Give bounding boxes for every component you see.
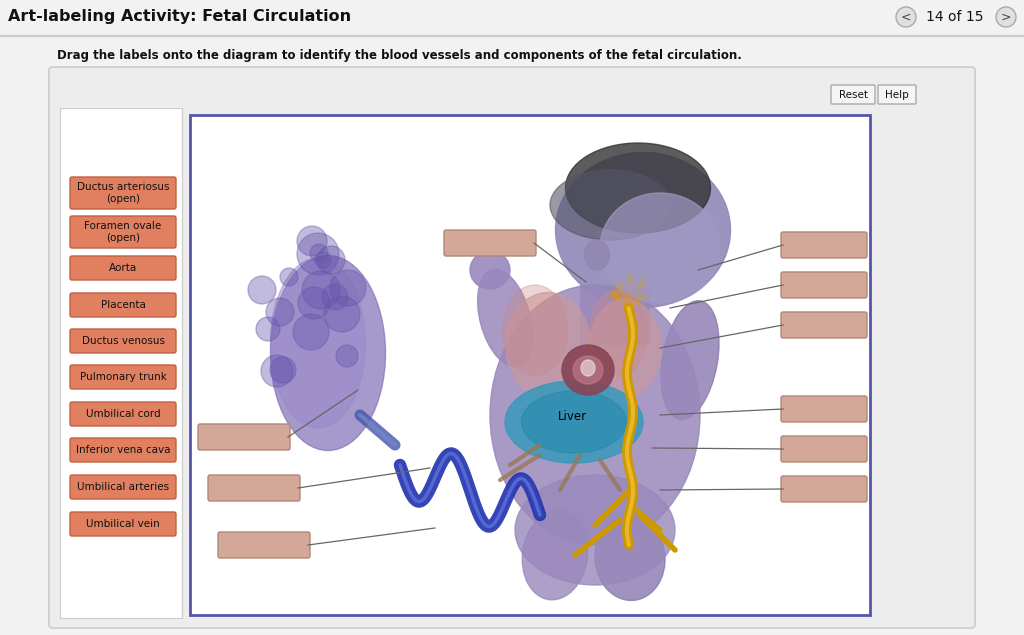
FancyBboxPatch shape	[198, 424, 290, 450]
Text: Liver: Liver	[557, 410, 587, 422]
FancyBboxPatch shape	[70, 216, 176, 248]
Text: Umbilical arteries: Umbilical arteries	[77, 482, 169, 492]
Circle shape	[280, 268, 298, 286]
Circle shape	[297, 226, 327, 256]
Ellipse shape	[581, 360, 595, 376]
FancyBboxPatch shape	[580, 285, 650, 345]
Text: Aorta: Aorta	[109, 263, 137, 273]
Circle shape	[302, 271, 340, 309]
Text: Pulmonary trunk: Pulmonary trunk	[80, 372, 167, 382]
Ellipse shape	[573, 356, 603, 384]
Text: 14 of 15: 14 of 15	[927, 10, 984, 24]
FancyBboxPatch shape	[781, 396, 867, 422]
Ellipse shape	[477, 269, 532, 367]
Ellipse shape	[565, 143, 711, 233]
Ellipse shape	[522, 510, 588, 600]
Ellipse shape	[555, 152, 730, 307]
Ellipse shape	[521, 391, 627, 453]
Ellipse shape	[589, 290, 647, 376]
Text: Help: Help	[885, 90, 909, 100]
Circle shape	[266, 298, 294, 326]
FancyBboxPatch shape	[190, 115, 870, 615]
Ellipse shape	[490, 285, 700, 545]
Ellipse shape	[595, 516, 665, 601]
Circle shape	[248, 276, 276, 304]
Ellipse shape	[600, 193, 720, 303]
Ellipse shape	[270, 258, 366, 428]
FancyBboxPatch shape	[70, 365, 176, 389]
FancyBboxPatch shape	[70, 293, 176, 317]
Ellipse shape	[562, 345, 614, 395]
Text: Umbilical cord: Umbilical cord	[86, 409, 161, 419]
Text: Umbilical vein: Umbilical vein	[86, 519, 160, 529]
FancyBboxPatch shape	[781, 476, 867, 502]
FancyBboxPatch shape	[781, 436, 867, 462]
Circle shape	[310, 244, 328, 262]
FancyBboxPatch shape	[70, 402, 176, 426]
Text: Placenta: Placenta	[100, 300, 145, 310]
Text: Inferior vena cava: Inferior vena cava	[76, 445, 170, 455]
FancyBboxPatch shape	[878, 85, 916, 104]
Circle shape	[896, 7, 916, 27]
FancyBboxPatch shape	[218, 532, 310, 558]
Circle shape	[270, 357, 296, 383]
Ellipse shape	[589, 299, 662, 397]
FancyBboxPatch shape	[60, 108, 182, 618]
Ellipse shape	[515, 475, 675, 585]
Ellipse shape	[503, 285, 567, 375]
Circle shape	[336, 345, 358, 367]
FancyBboxPatch shape	[70, 329, 176, 353]
Circle shape	[317, 246, 345, 274]
Ellipse shape	[585, 240, 609, 270]
FancyBboxPatch shape	[70, 475, 176, 499]
Text: <: <	[901, 11, 911, 23]
Text: >: >	[1000, 11, 1012, 23]
FancyBboxPatch shape	[70, 438, 176, 462]
FancyBboxPatch shape	[444, 230, 536, 256]
Text: Ductus venosus: Ductus venosus	[82, 336, 165, 346]
Circle shape	[298, 287, 330, 319]
Circle shape	[293, 314, 329, 350]
FancyBboxPatch shape	[70, 177, 176, 209]
Text: Foramen ovale
(open): Foramen ovale (open)	[84, 221, 162, 243]
Circle shape	[322, 284, 348, 310]
Ellipse shape	[550, 170, 670, 240]
Circle shape	[330, 270, 366, 306]
Ellipse shape	[506, 293, 591, 398]
FancyBboxPatch shape	[70, 512, 176, 536]
Circle shape	[315, 252, 331, 268]
Ellipse shape	[505, 381, 643, 463]
Text: Drag the labels onto the diagram to identify the blood vessels and components of: Drag the labels onto the diagram to iden…	[57, 48, 741, 62]
Text: Ductus arteriosus
(open): Ductus arteriosus (open)	[77, 182, 169, 204]
FancyBboxPatch shape	[49, 67, 975, 628]
FancyBboxPatch shape	[831, 85, 874, 104]
Circle shape	[297, 233, 339, 275]
Ellipse shape	[470, 251, 510, 289]
Circle shape	[996, 7, 1016, 27]
FancyBboxPatch shape	[781, 232, 867, 258]
Ellipse shape	[660, 301, 719, 419]
FancyBboxPatch shape	[781, 312, 867, 338]
Text: Art-labeling Activity: Fetal Circulation: Art-labeling Activity: Fetal Circulation	[8, 10, 351, 25]
FancyBboxPatch shape	[781, 272, 867, 298]
Text: Reset: Reset	[839, 90, 867, 100]
FancyBboxPatch shape	[208, 475, 300, 501]
Ellipse shape	[270, 255, 385, 450]
FancyBboxPatch shape	[70, 256, 176, 280]
Circle shape	[256, 317, 280, 341]
Circle shape	[261, 355, 293, 387]
Circle shape	[324, 296, 360, 332]
